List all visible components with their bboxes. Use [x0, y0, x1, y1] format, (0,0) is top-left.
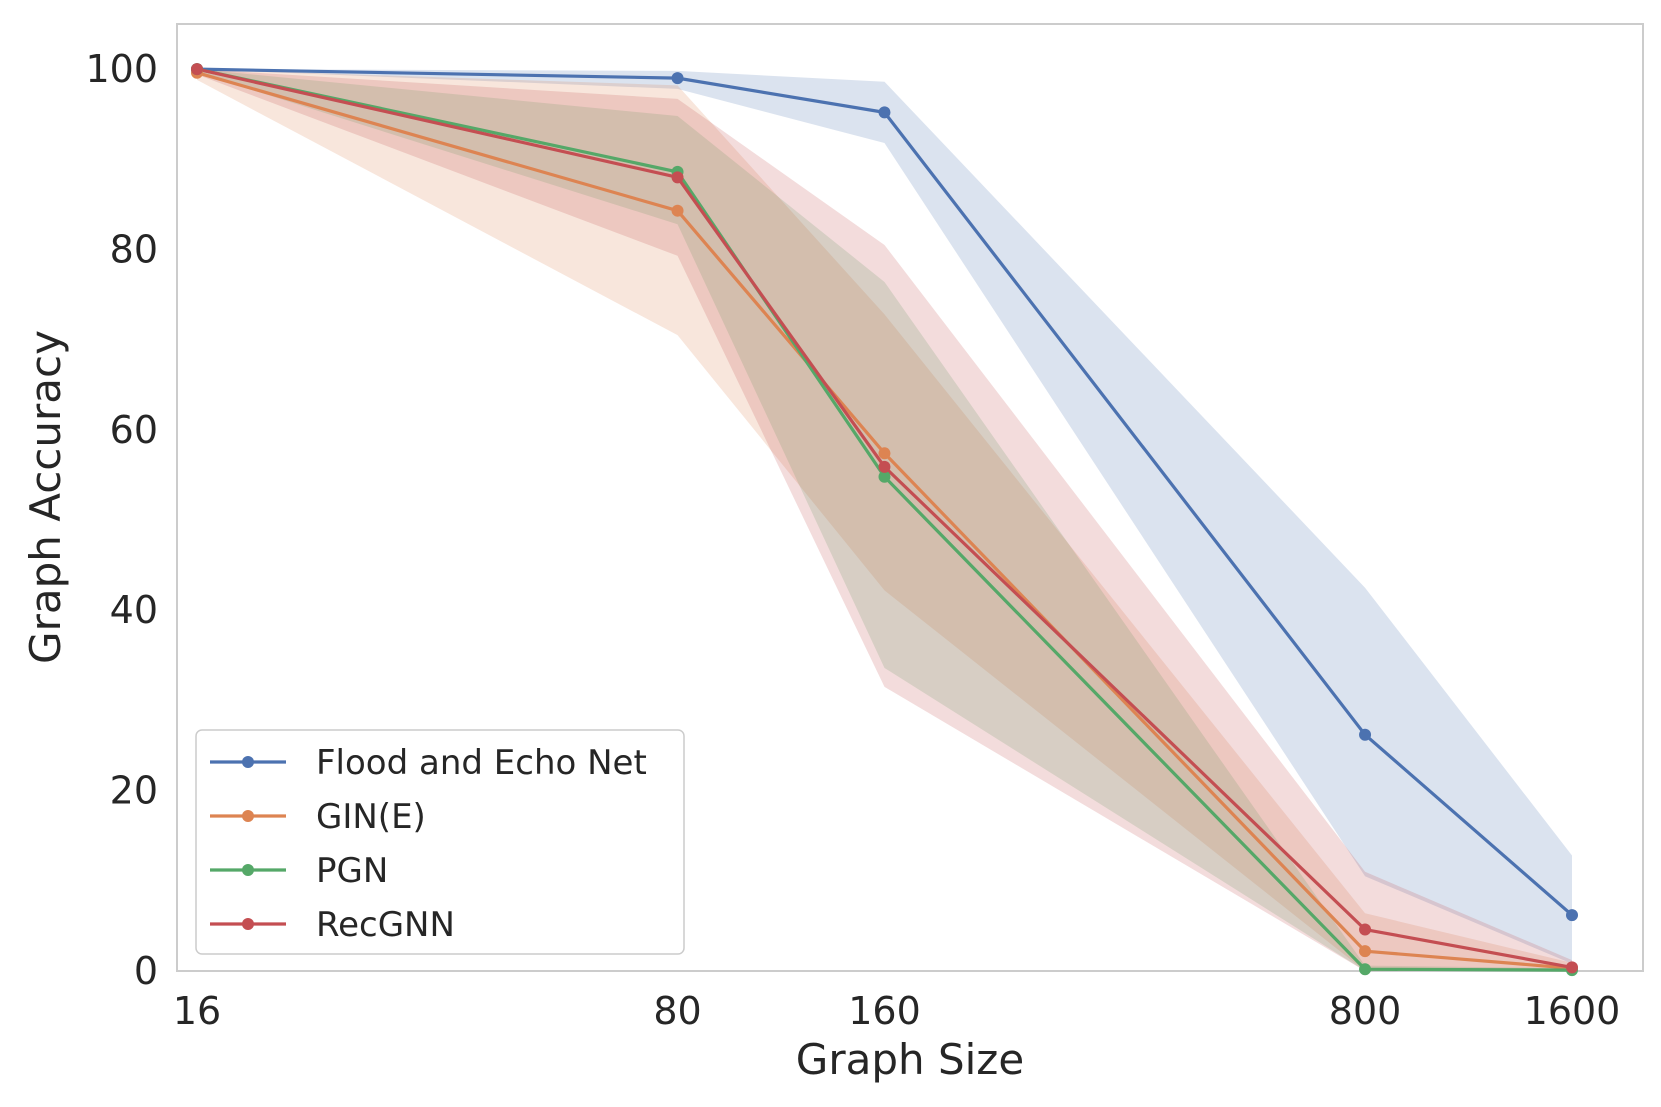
point-recgnn-16 [191, 63, 203, 76]
legend-entry-pgn: PGN [210, 851, 388, 891]
y-tick-label-80: 80 [110, 227, 158, 271]
point-gin-e-160 [878, 447, 891, 460]
y-tick-label-0: 0 [134, 949, 158, 993]
legend-marker-pgn [242, 864, 254, 876]
band-gin-e [197, 69, 1572, 972]
legend-marker-gin-e [242, 810, 254, 822]
legend-label-recgnn: RecGNN [316, 905, 455, 945]
x-axis-title: Graph Size [796, 1035, 1024, 1084]
series-points [191, 63, 1578, 977]
x-tick-label-800: 800 [1329, 989, 1402, 1033]
band-pgn [197, 69, 1572, 972]
legend-entry-gin-e: GIN(E) [210, 797, 426, 837]
point-recgnn-80 [671, 171, 684, 184]
band-recgnn [197, 69, 1572, 972]
point-gin-e-80 [671, 204, 684, 217]
confidence-bands [197, 69, 1572, 972]
y-tick-label-60: 60 [110, 408, 158, 452]
legend-marker-flood-and-echo-net [242, 756, 254, 768]
y-axis-ticks: 0 20 40 60 80 100 [85, 47, 158, 993]
band-flood-and-echo-net [197, 69, 1572, 964]
point-recgnn-800 [1359, 923, 1372, 936]
legend-label-flood-and-echo-net: Flood and Echo Net [316, 743, 647, 783]
legend-entry-recgnn: RecGNN [210, 905, 455, 945]
x-tick-label-80: 80 [653, 989, 701, 1033]
x-tick-label-16: 16 [173, 989, 221, 1033]
legend-entry-flood-and-echo-net: Flood and Echo Net [210, 743, 647, 783]
point-pgn-800 [1359, 963, 1372, 976]
legend: Flood and Echo Net GIN(E) PGN RecGNN [195, 729, 685, 955]
point-pgn-160 [878, 470, 891, 483]
point-flood-and-echo-net-80 [671, 72, 684, 85]
point-flood-and-echo-net-800 [1359, 728, 1372, 741]
x-axis-ticks: 16 80 160 800 1600 [173, 989, 1621, 1033]
legend-marker-recgnn [242, 918, 254, 930]
legend-box [195, 729, 685, 955]
x-tick-label-1600: 1600 [1524, 989, 1621, 1033]
point-flood-and-echo-net-160 [878, 106, 891, 119]
y-axis-title: Graph Accuracy [21, 330, 70, 664]
x-tick-label-160: 160 [848, 989, 921, 1033]
legend-label-gin-e: GIN(E) [316, 797, 426, 837]
y-tick-label-100: 100 [85, 47, 158, 91]
legend-label-pgn: PGN [316, 851, 388, 891]
y-tick-label-20: 20 [110, 769, 158, 813]
point-gin-e-800 [1359, 945, 1372, 958]
point-flood-and-echo-net-1600 [1566, 909, 1578, 922]
point-recgnn-160 [878, 460, 891, 473]
point-recgnn-1600 [1566, 961, 1578, 974]
y-tick-label-40: 40 [110, 588, 158, 632]
